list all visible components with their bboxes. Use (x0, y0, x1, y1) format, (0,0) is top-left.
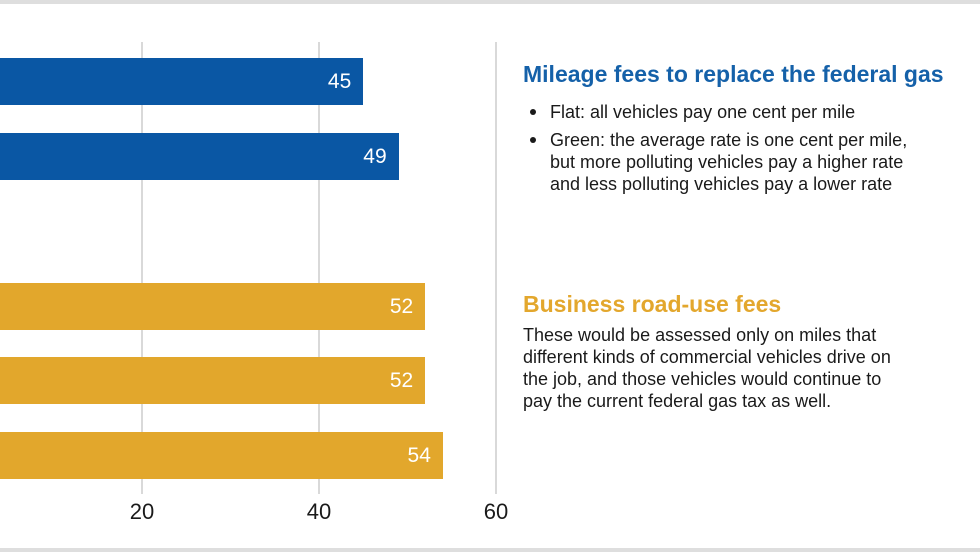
business-fees-section: Business road-use fees These would be as… (523, 290, 980, 412)
mileage-fees-bar: 45 (0, 58, 364, 105)
mileage-fees-section: Mileage fees to replace the federal gas … (523, 60, 980, 195)
list-item: Green: the average rate is one cent per … (523, 129, 980, 195)
x-gridline-60 (495, 42, 497, 494)
x-tick-label-60: 60 (483, 499, 509, 524)
bar-value-label: 52 (389, 369, 414, 393)
bullet-icon (530, 109, 536, 115)
x-gridline-20 (141, 42, 143, 494)
top-border-rule (0, 0, 980, 4)
x-tick-label-20: 20 (129, 499, 155, 524)
annotation-panel: Mileage fees to replace the federal gas … (523, 0, 980, 548)
bullet-text-green: Green: the average rate is one cent per … (550, 130, 908, 194)
bar-value-label: 52 (389, 294, 414, 318)
x-gridline-40 (318, 42, 320, 494)
mileage-fees-bullet-list: Flat: all vehicles pay one cent per mile… (523, 101, 980, 195)
bar-value-label: 49 (363, 144, 387, 168)
business-road-use-fees-bar: 52 (0, 357, 426, 405)
bottom-border-rule (0, 548, 980, 552)
mileage-fees-heading: Mileage fees to replace the federal gas (523, 61, 944, 87)
bullet-icon (530, 137, 536, 143)
business-fees-heading: Business road-use fees (523, 291, 782, 317)
x-tick-label-40: 40 (306, 499, 332, 524)
bar-value-label: 45 (327, 70, 352, 93)
bar-value-label: 54 (407, 444, 431, 468)
list-item: Flat: all vehicles pay one cent per mile (523, 101, 980, 123)
business-road-use-fees-bar: 52 (0, 282, 426, 330)
bullet-text-flat: Flat: all vehicles pay one cent per mile (550, 102, 856, 122)
business-road-use-fees-bar: 54 (0, 432, 443, 480)
mileage-fees-bar: 49 (0, 132, 399, 180)
business-fees-description: These would be assessed only on miles th… (523, 325, 891, 411)
